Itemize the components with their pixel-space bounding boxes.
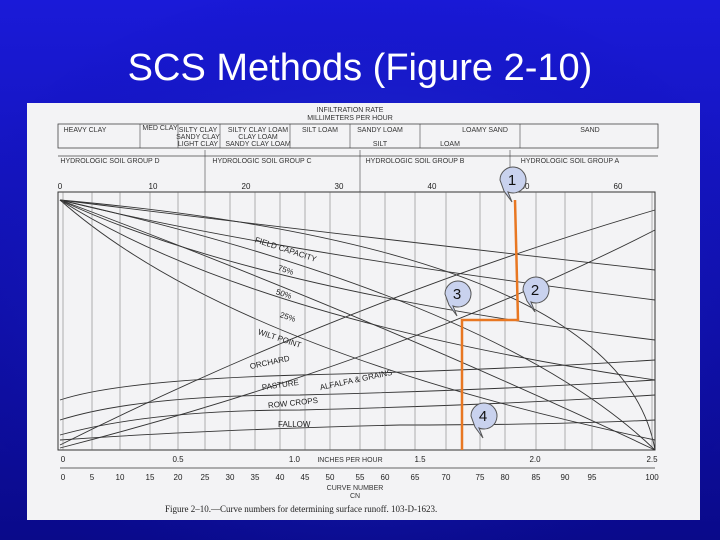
texture-label: SILT xyxy=(373,141,388,148)
mm-tick-label: 60 xyxy=(614,182,623,191)
callout-label: 2 xyxy=(531,282,539,299)
cn-tick-label: 15 xyxy=(146,473,155,482)
cn-tick-label: 5 xyxy=(90,473,95,482)
texture-label: LIGHT CLAY xyxy=(178,141,219,148)
mm-tick-label: 0 xyxy=(58,182,63,191)
cn-tick-label: 10 xyxy=(116,473,125,482)
trace xyxy=(460,199,520,450)
mm-tick-label: 50 xyxy=(521,182,530,191)
group-label: HYDROLOGIC SOIL GROUP C xyxy=(212,158,311,165)
callout-bubble xyxy=(444,280,472,317)
caption: Figure 2–10.—Curve numbers for determini… xyxy=(165,504,437,514)
cn-tick-label: 80 xyxy=(501,473,510,482)
inch-tick-label: 0.5 xyxy=(172,455,184,464)
mm-tick-label: 30 xyxy=(335,182,344,191)
cn-tick-label: 70 xyxy=(442,473,451,482)
cn-tick-label: 65 xyxy=(411,473,420,482)
callouts: 1 2 3 4 xyxy=(444,166,550,439)
callout-label: 1 xyxy=(508,172,516,189)
plot-frame xyxy=(57,191,656,451)
curve xyxy=(59,229,656,449)
texture-label: SANDY CLAY xyxy=(176,134,220,141)
cn-tick-label: 45 xyxy=(301,473,310,482)
curve xyxy=(59,209,656,446)
cn-tick-label: 55 xyxy=(356,473,365,482)
texture-label: SILTY CLAY xyxy=(179,127,218,134)
curve xyxy=(59,394,656,436)
grid xyxy=(62,192,653,450)
texture-table xyxy=(57,123,659,149)
cn-abbrev: CN xyxy=(350,493,360,500)
curve xyxy=(59,199,656,381)
texture-label: SANDY CLAY LOAM xyxy=(225,141,291,148)
callout-bubble xyxy=(499,166,527,203)
texture-label: MED CLAY xyxy=(142,125,178,132)
cn-tick-label: 75 xyxy=(476,473,485,482)
texture-label: SANDY LOAM xyxy=(357,127,403,134)
cn-tick-label: 40 xyxy=(276,473,285,482)
cn-tick-label: 20 xyxy=(174,473,183,482)
texture-label: SAND xyxy=(580,127,599,134)
cn-tick-label: 0 xyxy=(61,473,66,482)
curve xyxy=(59,199,656,441)
curve xyxy=(59,199,656,451)
cn-tick-label: 50 xyxy=(326,473,335,482)
inch-tick-label: 1.0 xyxy=(289,455,301,464)
callout-bubble xyxy=(470,402,498,439)
curve xyxy=(59,379,656,421)
header: INFILTRATION RATE xyxy=(317,107,384,114)
callout-label: 3 xyxy=(453,286,461,303)
slide-title: SCS Methods (Figure 2-10) xyxy=(128,47,593,89)
texture-label: LOAM xyxy=(440,141,460,148)
texture-label: SILT LOAM xyxy=(302,127,338,134)
cn-tick-label: 85 xyxy=(532,473,541,482)
cn-tick-label: 90 xyxy=(561,473,570,482)
mm-tick-label: 40 xyxy=(428,182,437,191)
inch-unit: INCHES PER HOUR xyxy=(317,457,382,464)
figure: INFILTRATION RATE MILLIMETERS PER HOUR F… xyxy=(27,103,700,520)
cn-tick-label: 60 xyxy=(381,473,390,482)
mm-tick-label: 20 xyxy=(242,182,251,191)
cn-tick-label: 25 xyxy=(201,473,210,482)
group-label: HYDROLOGIC SOIL GROUP A xyxy=(521,158,620,165)
cn-tick-label: 35 xyxy=(251,473,260,482)
cn-tick-label: 30 xyxy=(226,473,235,482)
cn-tick-label: 95 xyxy=(588,473,597,482)
texture-label: HEAVY CLAY xyxy=(64,127,107,134)
trace-line xyxy=(460,199,520,450)
curve xyxy=(59,199,656,271)
mm-tick-label: 10 xyxy=(149,182,158,191)
inch-tick-label: 0 xyxy=(61,455,66,464)
header-unit: MILLIMETERS PER HOUR xyxy=(307,115,393,122)
group-label: HYDROLOGIC SOIL GROUP D xyxy=(60,158,159,165)
texture-label: LOAMY SAND xyxy=(462,127,508,134)
callout-bubble xyxy=(522,276,550,313)
cn-title: CURVE NUMBER xyxy=(327,485,384,492)
curve xyxy=(59,359,656,401)
curve xyxy=(59,199,656,341)
curve xyxy=(59,419,656,441)
group-label: HYDROLOGIC SOIL GROUP B xyxy=(366,158,465,165)
cn-tick-label: 100 xyxy=(645,473,659,482)
callout-label: 4 xyxy=(479,408,487,425)
inch-tick-label: 2.0 xyxy=(529,455,541,464)
texture-label: SILTY CLAY LOAM xyxy=(228,127,288,134)
curve-label: FALLOW xyxy=(278,420,311,429)
inch-tick-label: 1.5 xyxy=(414,455,426,464)
texture-label: CLAY LOAM xyxy=(238,134,278,141)
curve xyxy=(59,199,656,451)
inch-tick-label: 2.5 xyxy=(646,455,658,464)
